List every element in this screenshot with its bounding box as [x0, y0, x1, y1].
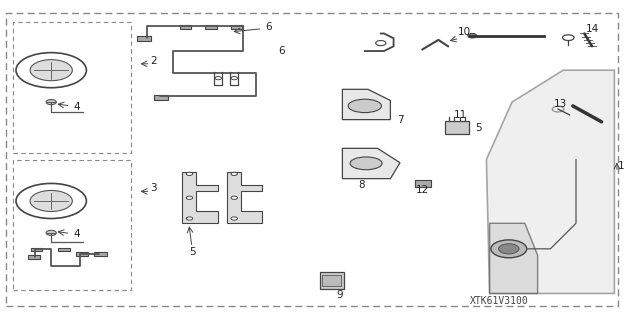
Text: 5: 5: [475, 122, 481, 133]
Bar: [137, 36, 151, 41]
Polygon shape: [182, 172, 218, 223]
Bar: [445, 121, 469, 134]
Circle shape: [491, 240, 527, 258]
Polygon shape: [486, 70, 614, 293]
Text: 14: 14: [586, 24, 598, 34]
Text: 11: 11: [454, 110, 467, 121]
Text: 7: 7: [397, 115, 404, 125]
Bar: [231, 25, 243, 29]
Polygon shape: [342, 148, 400, 179]
Bar: [58, 248, 70, 251]
Circle shape: [186, 217, 193, 220]
Bar: [205, 25, 217, 29]
Ellipse shape: [348, 99, 381, 113]
Bar: [76, 252, 88, 256]
Text: XTK61V3100: XTK61V3100: [470, 296, 529, 306]
Text: 6: 6: [266, 22, 272, 32]
Ellipse shape: [350, 157, 382, 170]
Circle shape: [186, 172, 193, 175]
Circle shape: [30, 60, 72, 81]
Circle shape: [231, 172, 237, 175]
Text: 6: 6: [278, 46, 285, 56]
Circle shape: [30, 190, 72, 211]
Text: 10: 10: [458, 27, 470, 37]
Bar: [31, 248, 42, 251]
Text: 9: 9: [336, 290, 342, 300]
Bar: [28, 255, 40, 259]
Polygon shape: [227, 172, 262, 223]
Bar: [322, 275, 341, 286]
Text: 5: 5: [189, 247, 195, 257]
Bar: [154, 95, 168, 100]
Circle shape: [46, 230, 56, 235]
Text: 8: 8: [358, 180, 365, 190]
Circle shape: [499, 244, 519, 254]
Bar: [180, 25, 191, 29]
Bar: [94, 252, 107, 256]
Text: 12: 12: [416, 185, 429, 195]
Circle shape: [231, 196, 237, 199]
Polygon shape: [490, 223, 538, 293]
Circle shape: [46, 100, 56, 105]
Text: 1: 1: [618, 161, 624, 171]
Polygon shape: [342, 89, 390, 120]
Text: 13: 13: [554, 99, 567, 109]
Bar: [13, 22, 131, 153]
Bar: [415, 180, 431, 187]
Text: 4: 4: [74, 229, 80, 240]
Circle shape: [468, 33, 477, 38]
Text: 3: 3: [150, 183, 157, 193]
Text: 4: 4: [74, 102, 80, 112]
Bar: [320, 272, 344, 289]
Text: 2: 2: [150, 56, 157, 66]
Circle shape: [231, 217, 237, 220]
Circle shape: [186, 196, 193, 199]
Bar: [13, 160, 131, 290]
